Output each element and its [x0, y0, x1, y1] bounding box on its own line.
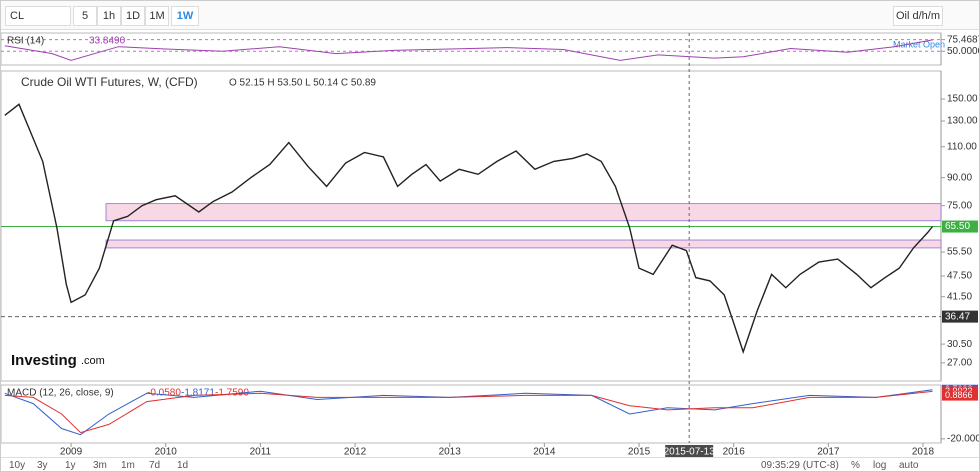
y-tick-label: 150.00: [947, 94, 978, 105]
price-tag-label: 36.47: [945, 311, 970, 322]
indicator-value: -0.0580: [147, 388, 181, 399]
price-tag: [942, 220, 978, 233]
y-tick-label: 30.50: [947, 339, 972, 350]
indicator-value: -1.7590: [215, 388, 249, 399]
series-line: [4, 390, 933, 434]
support-zone: [105, 203, 942, 222]
x-tick-label: 2014: [533, 447, 556, 457]
y-tick-label: 41.50: [947, 291, 972, 302]
percent-toggle[interactable]: %: [851, 460, 860, 471]
interval[interactable]: 5: [73, 6, 97, 26]
watermark-suffix: .com: [81, 355, 105, 367]
price-tag-label: 65.50: [945, 221, 970, 232]
indicator-title: MACD (12, 26, close, 9): [7, 388, 114, 399]
ohlc-legend: O 52.15 H 53.50 L 50.14 C 50.89: [229, 78, 376, 89]
range-button[interactable]: 7d: [149, 460, 161, 471]
panel-frame: [1, 384, 942, 444]
range-button[interactable]: 1m: [121, 460, 135, 471]
x-tick-label: 2016: [723, 447, 746, 457]
interval-active[interactable]: 1W: [171, 6, 199, 26]
x-tick-label: 2009: [60, 447, 83, 457]
range-button[interactable]: 3m: [93, 460, 107, 471]
y-tick-label: 55.50: [947, 247, 972, 258]
x-tick-label: 2011: [250, 447, 272, 457]
market-status: Market Open: [893, 39, 945, 49]
series-line: [4, 103, 934, 355]
y-tick-label: 75.4687: [947, 34, 979, 45]
clock: 09:35:29 (UTC-8): [761, 460, 839, 471]
price-tag: [942, 310, 978, 323]
layout-select[interactable]: Oil d/h/m: [893, 6, 943, 26]
x-tick-label: 2017: [817, 447, 840, 457]
chart-area: 2009 2010 2011 2012 2013 2014 2015 2016 2017 2018…: [1, 32, 979, 457]
range-button[interactable]: 1d: [177, 460, 189, 471]
interval[interactable]: 1D: [121, 6, 145, 26]
y-tick-label: 75.00: [947, 200, 972, 211]
log-toggle[interactable]: log: [873, 460, 887, 471]
chart-title: Crude Oil WTI Futures, W, (CFD): [21, 75, 198, 89]
value-tag-label: 0.8866: [945, 390, 973, 400]
range-button[interactable]: 3y: [37, 460, 48, 471]
x-tick-label: 2010: [155, 447, 178, 457]
x-tick-label: 2018: [912, 447, 935, 457]
indicator-title: RSI (14): [7, 36, 44, 47]
crosshair-tag: [665, 445, 714, 457]
series-line: [4, 39, 933, 61]
x-tick-label: 2012: [344, 447, 367, 457]
y-tick-label: 50.0000: [947, 46, 979, 57]
y-tick-label: 90.00: [947, 172, 972, 183]
y-tick-label: 47.50: [947, 271, 972, 282]
x-tick-label: 2013: [439, 447, 462, 457]
support-zone: [105, 239, 942, 249]
y-tick-label: 130.00: [947, 116, 978, 127]
panel-frame: [1, 70, 942, 382]
range-button[interactable]: 1y: [65, 460, 76, 471]
x-tick-label: 2015: [628, 447, 651, 457]
indicator-value: -1.8171: [181, 388, 215, 399]
toolbar: CL 5 1h 1D 1M 1W Oil d/h/m: [1, 1, 979, 30]
y-tick-label: 27.00: [947, 358, 972, 369]
value-tag: [942, 390, 978, 401]
range-button[interactable]: 10y: [9, 460, 26, 471]
y-tick-label: 110.00: [947, 141, 977, 152]
interval[interactable]: 1h: [97, 6, 121, 26]
symbol-input[interactable]: CL: [5, 6, 71, 26]
auto-toggle[interactable]: auto: [899, 460, 919, 471]
interval[interactable]: 1M: [145, 6, 169, 26]
crosshair-label: 2015-07-13: [664, 447, 716, 457]
indicator-value: 33.8490: [89, 36, 126, 47]
watermark: Investing: [11, 352, 77, 369]
footer: 10y 3y 1y 3m 1m 7d 1d 09:35:29 (UTC-8)% log auto: [1, 457, 979, 471]
y-tick-label: -20.0000: [947, 433, 979, 444]
